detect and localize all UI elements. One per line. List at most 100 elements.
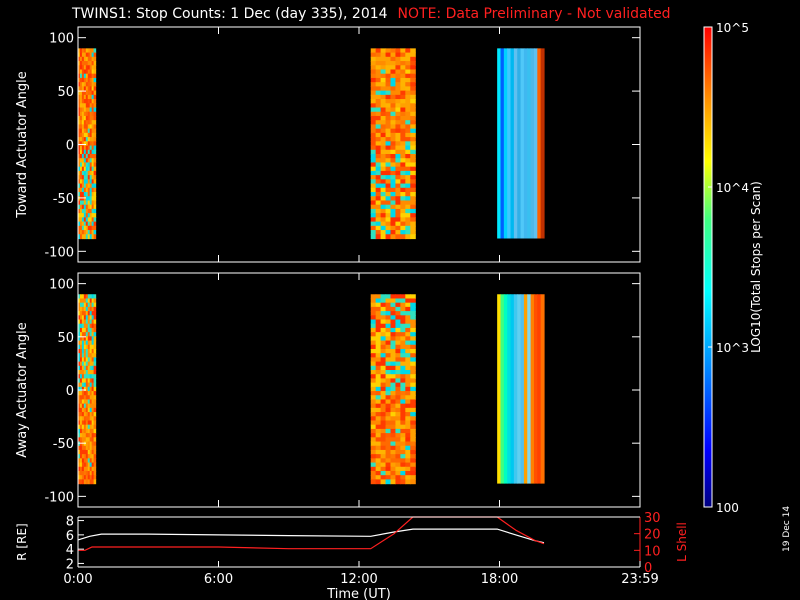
heatmap-cell [81, 204, 85, 210]
heatmap-cell [405, 204, 411, 210]
heatmap-cell [370, 336, 377, 342]
heatmap-cell [400, 353, 406, 358]
heatmap-cell [81, 52, 85, 58]
heatmap-cell [87, 103, 91, 109]
heatmap-cell [83, 336, 87, 342]
heatmap-cell [410, 407, 416, 413]
heatmap-cell [400, 470, 406, 476]
heatmap-cell [91, 323, 95, 329]
heatmap-cell [85, 120, 89, 126]
heatmap-cell [395, 437, 401, 443]
heatmap-cell [85, 420, 89, 426]
heatmap-cell [87, 403, 91, 409]
heatmap-cell [405, 344, 411, 350]
heatmap-cell [410, 420, 416, 426]
heatmap-cell [81, 319, 85, 325]
heatmap-cell [507, 294, 512, 484]
heatmap-cell [93, 145, 97, 151]
heatmap-cell [85, 56, 89, 62]
heatmap-cell [79, 99, 83, 104]
heatmap-cell [385, 399, 392, 405]
heatmap-cell [81, 132, 85, 138]
heatmap-cell [85, 370, 89, 375]
heatmap-cell [410, 470, 416, 476]
heatmap-cell [89, 437, 93, 443]
heatmap-cell [390, 128, 397, 134]
heatmap-cell [395, 137, 401, 142]
heatmap-cell [91, 82, 95, 87]
heatmap-cell [91, 137, 95, 142]
heatmap-cell [405, 462, 411, 468]
heatmap-cell [385, 213, 392, 218]
heatmap-cell [385, 208, 392, 214]
heatmap-cell [93, 458, 97, 464]
colorbar-label: LOG10(Total Stops per Scan) [749, 181, 763, 353]
heatmap-cell [93, 204, 97, 210]
heatmap-cell [85, 73, 89, 79]
heatmap-cell [83, 319, 87, 325]
heatmap-cell [83, 462, 87, 468]
heatmap-cell [78, 458, 81, 464]
heatmap-cell [517, 294, 522, 484]
heatmap-cell [89, 382, 93, 388]
heatmap-cell [375, 323, 382, 329]
heatmap-cell [79, 183, 83, 189]
heatmap-cell [400, 48, 406, 54]
heatmap-cell [410, 77, 416, 83]
heatmap-cell [78, 407, 81, 413]
heatmap-cell [390, 234, 397, 240]
heatmap-cell [85, 162, 89, 168]
heatmap-cell [81, 311, 85, 316]
heatmap-cell [405, 73, 411, 79]
heatmap-cell [405, 412, 411, 417]
heatmap-cell [83, 69, 87, 75]
heatmap-cell [410, 204, 416, 210]
heatmap-cell [405, 48, 411, 54]
heatmap-cell [87, 340, 91, 346]
heatmap-cell [78, 479, 81, 485]
heatmap-cell [400, 361, 406, 367]
heatmap-cell [78, 99, 81, 104]
heatmap-cell [93, 365, 97, 371]
heatmap-cell [83, 179, 87, 185]
heatmap-cell [395, 208, 401, 214]
heatmap-cell [370, 103, 377, 109]
heatmap-cell [81, 187, 85, 193]
heatmap-cell [89, 353, 93, 358]
heatmap-cell [93, 323, 97, 329]
heatmap-cell [78, 170, 81, 176]
heatmap-cell [81, 170, 85, 176]
heatmap-cell [78, 386, 81, 392]
heatmap-cell [78, 230, 81, 235]
heatmap-cell [380, 48, 387, 54]
heatmap-cell [81, 340, 85, 346]
heatmap-cell [81, 348, 85, 354]
heatmap-cell [89, 217, 93, 223]
heatmap-cell [85, 94, 89, 100]
heatmap-cell [93, 77, 97, 83]
heatmap-cell [390, 52, 397, 58]
heatmap-cell [405, 475, 411, 480]
heatmap-cell [390, 462, 397, 468]
heatmap-cell [79, 348, 83, 354]
heatmap-cell [380, 395, 387, 401]
heatmap-cell [390, 86, 397, 92]
heatmap-cell [380, 86, 387, 92]
heatmap-cell [81, 475, 85, 480]
heatmap-cell [385, 458, 392, 464]
heatmap-cell [89, 200, 93, 206]
heatmap-cell [89, 462, 93, 468]
heatmap-cell [497, 48, 502, 239]
heatmap-cell [79, 365, 83, 371]
heatmap-cell [87, 378, 91, 384]
heatmap-cell [87, 428, 91, 434]
heatmap-cell [390, 217, 397, 223]
heatmap-cell [87, 319, 91, 325]
heatmap-cell [370, 183, 377, 189]
heatmap-cell [370, 48, 377, 54]
heatmap-cell [370, 311, 377, 316]
heatmap-cell [375, 225, 382, 231]
heatmap-cell [390, 386, 397, 392]
heatmap-cell [375, 466, 382, 472]
heatmap-cell [87, 407, 91, 413]
